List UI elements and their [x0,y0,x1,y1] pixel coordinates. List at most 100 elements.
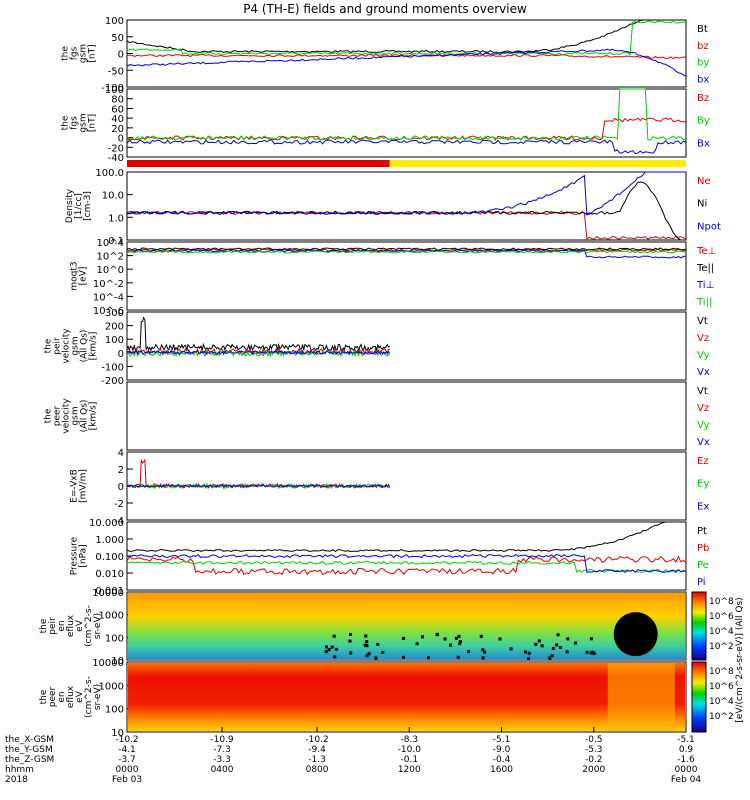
y-tick-label: 0.1 [108,236,124,247]
bottom-axis-value: 1600 [490,765,513,775]
y-axis-label-line: (All Qs) [80,400,90,433]
panel-frame [126,171,687,241]
bottom-axis-value: Feb 03 [112,775,142,785]
colorbar-label: [eV/(cm^2-s-sr-eV)] (All Qs) [735,597,745,722]
spectrogram-nodata [523,650,527,654]
bottom-axis-value: 0800 [306,765,329,775]
spectrogram-nodata [457,634,461,638]
y-axis-label-line: [km/s] [89,402,99,431]
y-tick-label: 10.0 [102,191,124,202]
y-tick-label: 100.0 [95,168,124,179]
y-axis-label-line: [1/cc] [74,193,84,219]
y-axis-label-line: gsm [71,406,81,425]
y-tick-label: 20 [111,124,124,135]
y-tick-label: 0 [118,482,124,493]
y-tick-label: 100 [105,705,124,716]
y-tick-label: -200 [101,376,124,387]
spectrogram-nodata [613,612,658,657]
y-tick-label: 0.010 [95,569,124,580]
bottom-axis-value: -8.3 [401,735,419,745]
y-tick-label: -4 [114,516,124,527]
legend-entry: Ey [697,479,709,490]
series-Vt [126,316,390,353]
bottom-axis-value: -10.0 [398,745,422,755]
spectrogram-nodata [443,637,447,641]
series-Ne [126,210,687,240]
spectrogram-nodata [574,641,578,645]
spectrogram-nodata [426,656,430,660]
y-axis-label-line: the [39,618,49,633]
colorbar-tick-label: 10^4 [709,697,734,707]
spectrogram-nodata [548,656,552,660]
spectrogram-nodata [365,654,369,658]
bottom-axis-value: -0.1 [401,755,419,765]
y-axis-label-line: en [57,620,67,631]
y-tick-label: 0 [118,134,124,145]
y-axis-label-line: Density [65,188,75,223]
panel-peer_spectrogram: 10000 1000 100 10 the peer en eflux eV (cm^2-s-sr… [39,658,687,739]
spectrogram-nodata [481,656,485,660]
y-axis-label-line: peir [48,617,58,635]
y-axis-label: the fgs gsm [nT] [61,113,98,132]
spectrogram-nodata [456,655,460,659]
legend-entry: Ti|| [696,297,712,308]
bottom-axis-value: -4.1 [118,745,136,755]
spectrogram-nodata [551,647,555,651]
spectrogram-nodata [550,654,554,658]
legend-entry: Bx [697,138,710,149]
legend-entry: Pe [697,560,709,571]
mode-bar [127,160,686,167]
series-Pb [126,555,687,576]
spectrogram-nodata [348,639,352,643]
panel-peir_spectrogram: 10000 1000 100 10 the peir en eflux eV (cm^2-s-sr… [39,588,687,667]
bottom-axis-value: 0000 [116,765,139,775]
y-tick-label: 10 [111,656,124,667]
panel-frame [126,591,687,661]
spectrogram-nodata [527,657,531,661]
y-tick-label: 0 [118,50,124,61]
y-tick-label: -50 [108,66,124,77]
legend-entry: Te⊥ [696,246,716,257]
legend-entry: Vx [697,437,710,448]
bottom-axis-value: Feb 04 [671,775,702,785]
y-tick-label: 1.0 [108,213,124,224]
y-axis-label-line: [nT] [88,44,98,62]
panel-frame [126,88,687,158]
y-axis-label-line: the [44,338,54,353]
legend-entry: Vt [697,316,708,327]
spectrogram-fill [128,663,685,731]
legend-entry: Vz [697,333,709,344]
series-Ex [126,484,391,488]
y-axis-label-line: en [57,691,67,702]
y-tick-label: 100 [105,85,124,96]
bottom-axis-value: 2000 [582,765,605,775]
bottom-axis-value: -3.7 [118,755,136,765]
y-axis-label-line: the [44,408,54,423]
series-Pe [126,560,686,573]
bottom-axis-value: -5.3 [585,745,603,755]
legend-entry: Bz [697,93,709,104]
y-tick-label: 1000 [99,611,124,622]
y-tick-label: 10^2 [97,252,124,263]
panel-fgs_gsm: 100 50 0 -50 -100 the fgs gsm [nT] Bt bz by bx [61,16,710,94]
panel-frame [126,381,687,451]
y-axis-label: the peer velocity gsm (All Qs) [km/s] [44,398,99,434]
y-tick-label: 1.000 [95,535,124,546]
spectrogram-nodata [565,650,569,654]
spectrogram-nodata [402,655,406,659]
spectrogram-nodata [325,645,329,649]
bottom-axis-value: -3.3 [213,755,231,765]
bottom-axis-row-label: the_Z-GSM [5,755,54,765]
series-By [126,88,687,141]
y-tick-label: 0 [118,349,124,360]
panel-peir_velocity: 300 200 100 0 -100 -200 the peir velocity gsm (All… [44,308,710,387]
series-Vx [126,349,391,355]
spectrogram-nodata [374,656,378,660]
y-axis-label-line: sr-eV) [93,684,103,710]
bottom-axis-value: -0.2 [585,755,603,765]
y-tick-label: 50 [111,33,124,44]
series-Te-par [126,247,687,251]
y-axis-label-line: eflux [66,685,76,708]
y-tick-label: 10.000 [89,518,124,529]
